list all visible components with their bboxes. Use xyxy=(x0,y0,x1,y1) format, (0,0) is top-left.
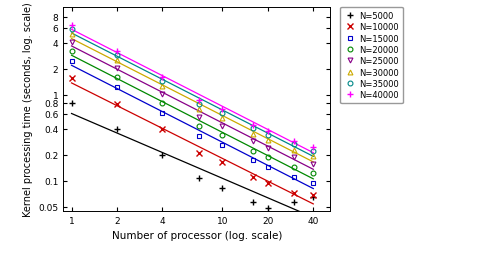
N=10000 xyxy=(196,152,202,155)
Line: N=20000: N=20000 xyxy=(69,50,316,176)
N=15000 xyxy=(292,175,297,178)
N=5000 xyxy=(114,128,120,131)
N=15000 xyxy=(196,135,202,138)
X-axis label: Number of processor (log. scale): Number of processor (log. scale) xyxy=(112,230,282,240)
N=5000 xyxy=(250,200,256,203)
N=5000 xyxy=(292,200,297,203)
N=15000 xyxy=(250,159,256,162)
N=35000 xyxy=(311,150,316,153)
N=40000 xyxy=(311,146,316,149)
N=20000 xyxy=(220,134,226,137)
N=35000 xyxy=(220,112,226,115)
Line: N=15000: N=15000 xyxy=(69,59,316,185)
N=30000 xyxy=(265,139,271,142)
N=20000 xyxy=(311,172,316,175)
N=20000 xyxy=(69,50,74,53)
N=35000 xyxy=(114,54,120,57)
N=30000 xyxy=(114,60,120,63)
N=30000 xyxy=(220,117,226,120)
N=10000 xyxy=(250,176,256,179)
N=15000 xyxy=(220,144,226,147)
N=25000 xyxy=(265,147,271,150)
N=10000 xyxy=(69,77,74,81)
N=20000 xyxy=(250,150,256,153)
N=20000 xyxy=(159,102,165,105)
N=40000 xyxy=(265,130,271,133)
N=10000 xyxy=(114,103,120,106)
N=5000 xyxy=(265,207,271,210)
N=25000 xyxy=(196,116,202,119)
N=25000 xyxy=(292,156,297,159)
Line: N=40000: N=40000 xyxy=(69,23,316,150)
N=35000 xyxy=(196,103,202,106)
Line: N=30000: N=30000 xyxy=(69,33,316,159)
N=10000 xyxy=(311,194,316,197)
N=30000 xyxy=(292,149,297,152)
N=30000 xyxy=(250,133,256,136)
N=25000 xyxy=(250,140,256,143)
N=15000 xyxy=(114,86,120,89)
N=40000 xyxy=(69,25,74,28)
N=20000 xyxy=(114,76,120,79)
N=20000 xyxy=(292,165,297,168)
Line: N=5000: N=5000 xyxy=(69,101,316,211)
Line: N=25000: N=25000 xyxy=(69,40,316,166)
N=15000 xyxy=(311,181,316,184)
N=5000 xyxy=(159,154,165,157)
N=5000 xyxy=(220,186,226,189)
N=35000 xyxy=(265,134,271,137)
N=20000 xyxy=(265,156,271,159)
N=20000 xyxy=(196,125,202,128)
N=40000 xyxy=(196,99,202,102)
N=40000 xyxy=(159,76,165,79)
N=5000 xyxy=(311,196,316,199)
N=25000 xyxy=(220,125,226,128)
N=25000 xyxy=(311,163,316,166)
N=40000 xyxy=(292,139,297,142)
N=35000 xyxy=(69,28,74,31)
N=40000 xyxy=(114,50,120,53)
N=15000 xyxy=(265,166,271,169)
Y-axis label: Kernel processing time (seconds, log. scale): Kernel processing time (seconds, log. sc… xyxy=(23,2,33,216)
N=30000 xyxy=(69,34,74,37)
Line: N=10000: N=10000 xyxy=(69,76,316,198)
N=10000 xyxy=(159,128,165,131)
N=15000 xyxy=(159,112,165,115)
N=30000 xyxy=(196,108,202,112)
N=10000 xyxy=(220,161,226,164)
N=25000 xyxy=(159,93,165,96)
Legend: N=5000, N=10000, N=15000, N=20000, N=25000, N=30000, N=35000, N=40000: N=5000, N=10000, N=15000, N=20000, N=250… xyxy=(340,8,403,104)
N=25000 xyxy=(114,67,120,70)
N=5000 xyxy=(196,177,202,180)
N=30000 xyxy=(311,155,316,158)
N=25000 xyxy=(69,41,74,44)
N=10000 xyxy=(292,192,297,195)
N=30000 xyxy=(159,85,165,88)
N=15000 xyxy=(69,60,74,64)
N=35000 xyxy=(250,127,256,130)
Line: N=35000: N=35000 xyxy=(69,27,316,153)
N=40000 xyxy=(220,108,226,111)
N=35000 xyxy=(159,80,165,83)
N=40000 xyxy=(250,123,256,126)
N=5000 xyxy=(69,102,74,105)
N=10000 xyxy=(265,182,271,185)
N=35000 xyxy=(292,143,297,146)
